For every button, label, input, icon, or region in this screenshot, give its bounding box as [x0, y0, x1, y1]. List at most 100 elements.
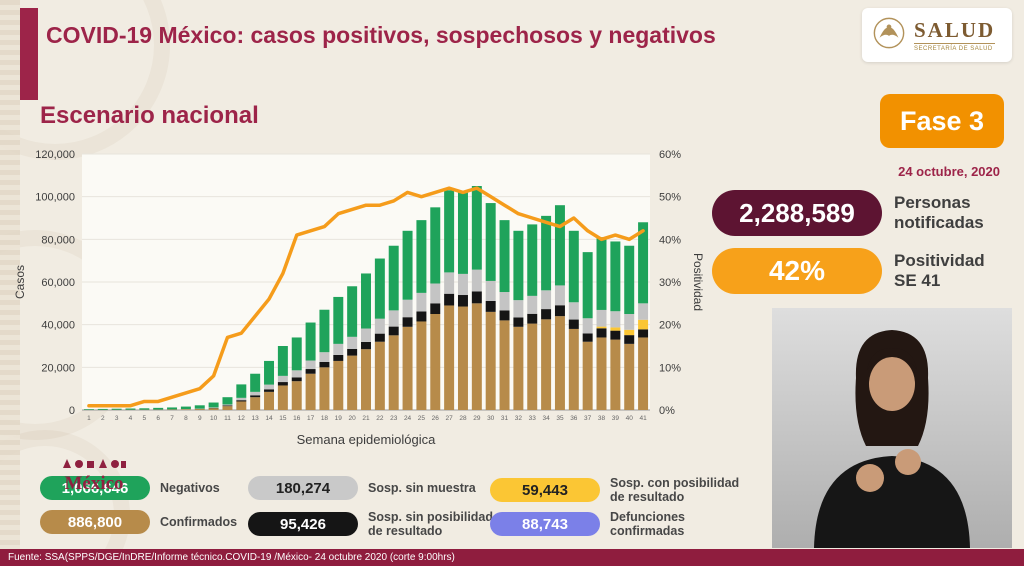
positivity-pill: 42% — [712, 248, 882, 294]
legend-label-sosp-con-posibilidad: Sosp. con posibilidad de resultado — [610, 476, 740, 505]
svg-text:29: 29 — [473, 415, 481, 422]
svg-text:10: 10 — [210, 415, 218, 422]
legend-label-confirmados: Confirmados — [160, 514, 238, 529]
svg-text:24: 24 — [404, 415, 412, 422]
svg-text:50%: 50% — [659, 192, 681, 204]
interpreter-video — [772, 308, 1012, 548]
svg-text:16: 16 — [293, 415, 301, 422]
svg-text:20%: 20% — [659, 320, 681, 332]
svg-text:5: 5 — [143, 415, 147, 422]
svg-text:80,000: 80,000 — [41, 234, 75, 246]
svg-text:6: 6 — [156, 415, 160, 422]
sign-interpreter — [772, 308, 1012, 548]
svg-text:60,000: 60,000 — [41, 277, 75, 289]
legend-pill-sosp-sin-posibilidad: 95,426 — [248, 512, 358, 537]
notified-stat: 2,288,589 Personas notificadas — [712, 190, 1012, 236]
svg-text:37: 37 — [584, 415, 592, 422]
svg-text:Positividad: Positividad — [691, 253, 704, 311]
salud-eagle-icon — [872, 16, 906, 55]
svg-text:0%: 0% — [659, 405, 675, 417]
svg-text:3: 3 — [115, 415, 119, 422]
svg-text:2: 2 — [101, 415, 105, 422]
svg-text:28: 28 — [459, 415, 467, 422]
legend-pill-defunciones: 88,743 — [490, 512, 600, 537]
mexico-glyphs-icon — [63, 459, 126, 468]
svg-text:33: 33 — [529, 415, 537, 422]
source-bar: Fuente: SSA(SPPS/DGE/InDRE/Informe técni… — [0, 549, 1024, 566]
svg-text:34: 34 — [542, 415, 550, 422]
svg-text:32: 32 — [515, 415, 523, 422]
svg-text:27: 27 — [446, 415, 454, 422]
salud-logo: SALUD SECRETARÍA DE SALUD — [862, 8, 1012, 62]
positivity-label: Positividad SE 41 — [894, 251, 985, 290]
salud-subtitle: SECRETARÍA DE SALUD — [914, 43, 996, 52]
svg-text:Casos: Casos — [13, 265, 27, 299]
legend-pill-negativos: 1,066,646 — [40, 476, 150, 500]
legend-pill-sosp-sin-muestra: 180,274 — [248, 476, 358, 500]
svg-text:1: 1 — [87, 415, 91, 422]
svg-text:22: 22 — [376, 415, 384, 422]
legend-pill-sosp-con-posibilidad: 59,443 — [490, 478, 600, 503]
svg-text:60%: 60% — [659, 149, 681, 161]
legend-item-sosp-sin-posibilidad: 95,426 Sosp. sin posibilidad de resultad… — [248, 510, 500, 539]
legend-item-confirmados: 886,800 Confirmados — [40, 510, 260, 534]
maroon-accent-bar — [20, 8, 38, 100]
svg-text:39: 39 — [612, 415, 620, 422]
svg-text:120,000: 120,000 — [35, 149, 75, 161]
svg-text:17: 17 — [307, 415, 315, 422]
svg-text:19: 19 — [335, 415, 343, 422]
svg-text:40,000: 40,000 — [41, 320, 75, 332]
svg-text:40: 40 — [626, 415, 634, 422]
svg-text:36: 36 — [570, 415, 578, 422]
legend-item-sosp-sin-muestra: 180,274 Sosp. sin muestra — [248, 476, 500, 500]
mexico-logo: México — [44, 456, 144, 493]
left-border-pattern — [0, 0, 20, 566]
svg-text:35: 35 — [556, 415, 564, 422]
svg-text:41: 41 — [639, 415, 647, 422]
svg-text:18: 18 — [321, 415, 329, 422]
svg-text:Semana epidemiológica: Semana epidemiológica — [297, 432, 437, 447]
svg-text:26: 26 — [432, 415, 440, 422]
svg-text:31: 31 — [501, 415, 509, 422]
svg-text:10%: 10% — [659, 362, 681, 374]
cases-positivity-chart: 0 20,000 40,000 60,000 80,000 100,000 120,000 0… — [8, 138, 705, 464]
legend-pill-confirmados: 886,800 — [40, 510, 150, 534]
svg-text:40%: 40% — [659, 234, 681, 246]
svg-text:100,000: 100,000 — [35, 192, 75, 204]
page-title: COVID-19 México: casos positivos, sospec… — [46, 22, 716, 48]
legend-label-defunciones: Defunciones confirmadas — [610, 510, 686, 539]
legend-label-sosp-sin-muestra: Sosp. sin muestra — [368, 480, 476, 495]
legend-item-negativos: 1,066,646 Negativos — [40, 476, 260, 500]
svg-text:11: 11 — [224, 415, 231, 422]
svg-text:14: 14 — [265, 415, 273, 422]
svg-text:20: 20 — [349, 415, 357, 422]
svg-text:7: 7 — [170, 415, 174, 422]
svg-text:30%: 30% — [659, 277, 681, 289]
legend-item-defunciones: 88,743 Defunciones confirmadas — [490, 510, 742, 539]
svg-text:0: 0 — [69, 405, 75, 417]
svg-text:15: 15 — [279, 415, 287, 422]
svg-text:12: 12 — [238, 415, 246, 422]
legend-item-sosp-con-posibilidad: 59,443 Sosp. con posibilidad de resultad… — [490, 476, 742, 505]
legend-label-sosp-sin-posibilidad: Sosp. sin posibilidad de resultado — [368, 510, 494, 539]
chart-svg: 0 20,000 40,000 60,000 80,000 100,000 120,000 0… — [13, 149, 705, 447]
svg-text:8: 8 — [184, 415, 188, 422]
svg-text:38: 38 — [598, 415, 606, 422]
svg-text:4: 4 — [129, 415, 133, 422]
mexico-wordmark: México — [64, 473, 124, 494]
phase-badge: Fase 3 — [880, 94, 1004, 148]
legend-label-negativos: Negativos — [160, 480, 220, 495]
svg-text:25: 25 — [418, 415, 426, 422]
salud-wordmark: SALUD — [914, 18, 996, 42]
svg-text:23: 23 — [390, 415, 398, 422]
report-date: 24 octubre, 2020 — [898, 164, 1000, 179]
svg-text:20,000: 20,000 — [41, 362, 75, 374]
svg-text:21: 21 — [362, 415, 370, 422]
section-title: Escenario nacional — [40, 102, 259, 129]
notified-pill: 2,288,589 — [712, 190, 882, 236]
svg-text:9: 9 — [198, 415, 202, 422]
svg-text:30: 30 — [487, 415, 495, 422]
notified-label: Personas notificadas — [894, 193, 984, 232]
positivity-stat: 42% Positividad SE 41 — [712, 248, 1012, 294]
